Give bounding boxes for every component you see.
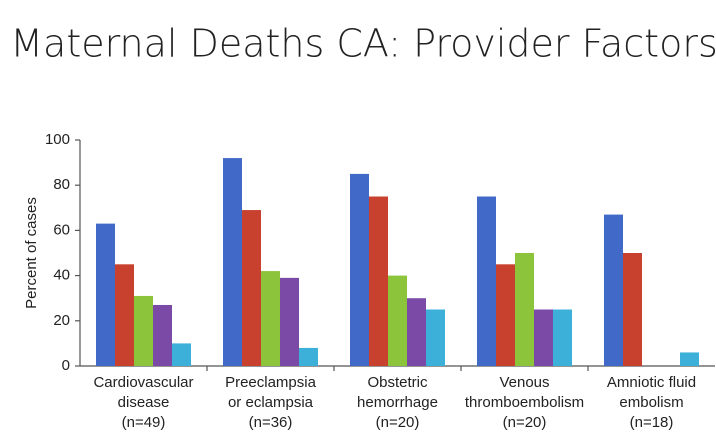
bar (280, 277, 299, 366)
bar (153, 304, 172, 366)
bar (134, 295, 153, 366)
bar (242, 210, 261, 366)
y-tick-label: 80 (53, 176, 70, 193)
bar (299, 347, 318, 366)
bar (261, 271, 280, 366)
bar (172, 343, 191, 366)
x-tick-label: disease (118, 394, 170, 411)
x-tick-label: (n=49) (122, 414, 166, 431)
x-tick-label: (n=18) (630, 414, 674, 431)
y-tick-label: 100 (45, 131, 70, 148)
y-tick-label: 40 (53, 267, 70, 284)
bar (426, 309, 445, 366)
bar (515, 253, 534, 366)
bar (623, 253, 642, 366)
bar (115, 264, 134, 366)
x-tick-label: embolism (619, 394, 683, 411)
bar (477, 196, 496, 366)
bar (604, 214, 623, 366)
bar (680, 352, 699, 366)
y-tick-label: 60 (53, 221, 70, 238)
x-tick-label: Venous (499, 374, 549, 391)
bar (223, 158, 242, 366)
bar (350, 173, 369, 366)
x-tick-label: Obstetric (367, 374, 428, 391)
chart-title: Maternal Deaths CA: Provider Factors (10, 22, 716, 66)
bar (96, 223, 115, 366)
bar (369, 196, 388, 366)
y-tick-label: 0 (62, 357, 70, 374)
x-tick-label: (n=36) (249, 414, 293, 431)
x-tick-label: Amniotic fluid (607, 374, 696, 391)
bar (388, 275, 407, 366)
bar (553, 309, 572, 366)
x-tick-label: Preeclampsia (225, 374, 317, 391)
x-tick-label: (n=20) (503, 414, 547, 431)
x-tick-label: Cardiovascular (93, 374, 193, 391)
bar (407, 298, 426, 366)
bar (534, 309, 553, 366)
x-tick-label: thromboembolism (465, 394, 584, 411)
y-tick-label: 20 (53, 312, 70, 329)
x-tick-label: hemorrhage (357, 394, 438, 411)
bar (496, 264, 515, 366)
y-axis-label: Percent of cases (23, 197, 40, 309)
x-tick-label: (n=20) (376, 414, 420, 431)
x-tick-label: or eclampsia (228, 394, 314, 411)
